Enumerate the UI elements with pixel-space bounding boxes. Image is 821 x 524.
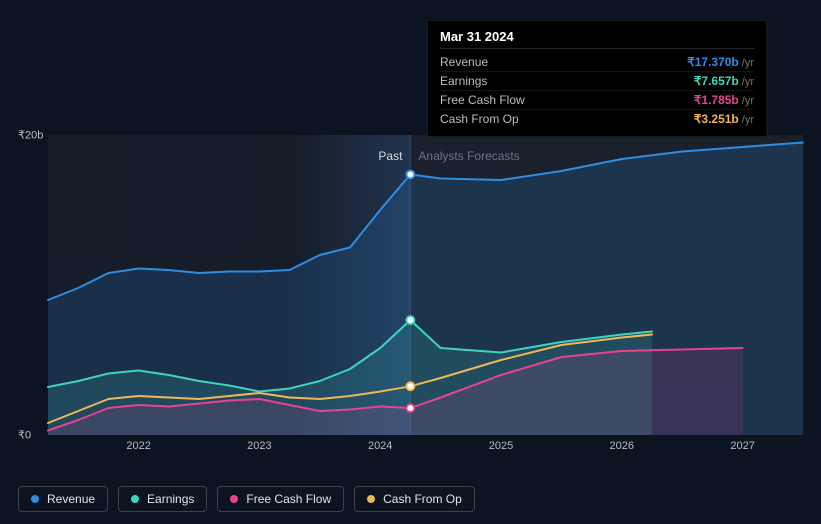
tooltip-value: ₹3.251b [694, 112, 739, 126]
tooltip-date: Mar 31 2024 [440, 29, 754, 49]
x-axis: 2022 2023 2024 2025 2026 2027 [48, 440, 803, 460]
tooltip-label: Free Cash Flow [440, 93, 694, 107]
tooltip-row-free-cash-flow: Free Cash Flow₹1.785b/yr [440, 91, 754, 110]
tooltip-value: ₹7.657b [694, 74, 739, 88]
legend-item-earnings[interactable]: Earnings [118, 486, 207, 512]
tooltip-unit: /yr [742, 95, 754, 107]
x-axis-tick: 2026 [610, 440, 634, 452]
x-axis-tick: 2025 [489, 440, 513, 452]
x-axis-tick: 2024 [368, 440, 392, 452]
x-axis-tick: 2022 [126, 440, 150, 452]
financials-chart: ₹20b ₹0 Past Analysts Forecasts 2022 2023… [18, 125, 803, 470]
legend-item-revenue[interactable]: Revenue [18, 486, 108, 512]
tooltip-value: ₹1.785b [694, 93, 739, 107]
tooltip-unit: /yr [742, 57, 754, 69]
x-axis-tick: 2023 [247, 440, 271, 452]
tooltip-unit: /yr [742, 76, 754, 88]
legend-dot [31, 495, 39, 503]
legend-item-free_cash_flow[interactable]: Free Cash Flow [217, 486, 344, 512]
tooltip-label: Earnings [440, 74, 694, 88]
tooltip-label: Cash From Op [440, 112, 694, 126]
legend-label: Cash From Op [383, 492, 462, 506]
legend-dot [230, 495, 238, 503]
tooltip-value: ₹17.370b [687, 55, 739, 69]
legend: Revenue Earnings Free Cash Flow Cash From O… [18, 486, 475, 512]
x-axis-tick: 2027 [730, 440, 754, 452]
legend-dot [131, 495, 139, 503]
tooltip-row-revenue: Revenue₹17.370b/yr [440, 53, 754, 72]
legend-label: Free Cash Flow [246, 492, 331, 506]
legend-label: Revenue [47, 492, 95, 506]
legend-dot [367, 495, 375, 503]
tooltip-unit: /yr [742, 114, 754, 126]
tooltip-row-cash-from-op: Cash From Op₹3.251b/yr [440, 110, 754, 128]
y-axis-tick-max: ₹20b [18, 129, 43, 142]
legend-item-cash_from_op[interactable]: Cash From Op [354, 486, 475, 512]
plot-area[interactable]: Past Analysts Forecasts [48, 135, 803, 435]
y-axis-tick-zero: ₹0 [18, 429, 31, 442]
tooltip-row-earnings: Earnings₹7.657b/yr [440, 72, 754, 91]
chart-tooltip: Mar 31 2024 Revenue₹17.370b/yrEarnings₹7… [427, 20, 767, 137]
legend-label: Earnings [147, 492, 194, 506]
section-label-past: Past [378, 149, 402, 163]
section-label-forecast: Analysts Forecasts [418, 149, 519, 163]
tooltip-label: Revenue [440, 55, 687, 69]
